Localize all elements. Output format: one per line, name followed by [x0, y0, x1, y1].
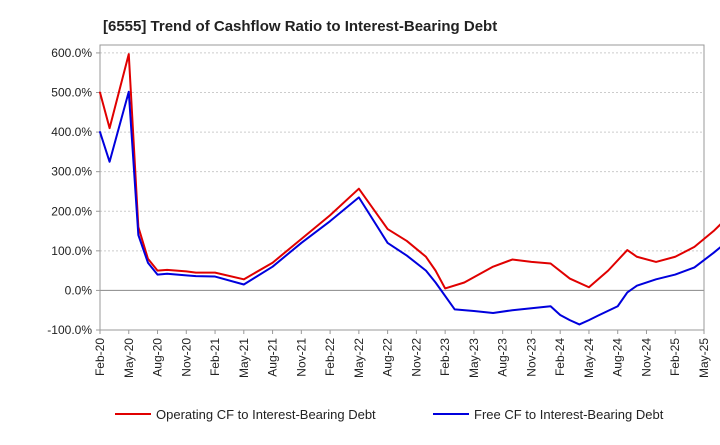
x-tick-label: Feb-24 [553, 338, 567, 376]
x-tick-label: May-20 [122, 338, 136, 378]
gridlines [100, 52, 704, 331]
legend-label: Free CF to Interest-Bearing Debt [474, 407, 664, 422]
x-tick-label: Feb-22 [323, 338, 337, 376]
x-tick-label: Feb-23 [438, 338, 452, 376]
x-tick-label: Aug-22 [381, 338, 395, 377]
x-tick-label: Feb-20 [93, 338, 107, 376]
y-tick-label: 100.0% [51, 244, 92, 258]
x-tick-label: May-23 [467, 338, 481, 378]
x-tick-label: Aug-23 [496, 338, 510, 377]
x-tick-label: Nov-20 [179, 338, 193, 377]
x-tick-label: May-25 [697, 338, 711, 378]
x-tick-label: Aug-20 [151, 338, 165, 377]
x-tick-label: Feb-21 [208, 338, 222, 376]
axes: 600.0% 500.0% 400.0% 300.0% 200.0% 100.0% 0.0%… [47, 44, 711, 378]
y-tick-label: 600.0% [51, 46, 92, 60]
y-tick-label: 200.0% [51, 204, 92, 218]
x-tick-label: Feb-25 [668, 338, 682, 376]
x-tick-label: May-22 [352, 338, 366, 378]
y-tick-label: 400.0% [51, 125, 92, 139]
series-line-1 [99, 53, 720, 290]
x-tick-label: Aug-21 [266, 338, 280, 377]
x-tick-label: May-21 [237, 338, 251, 378]
y-tick-label: 500.0% [51, 86, 92, 100]
x-tick-label: Nov-22 [409, 338, 423, 377]
x-tick-label: May-24 [582, 338, 596, 378]
x-tick-label: Aug-24 [611, 338, 625, 377]
y-tick-label: -100.0% [47, 323, 92, 337]
x-tick-label: Nov-24 [639, 338, 653, 377]
series-line-2 [99, 90, 720, 326]
legend-label: Operating CF to Interest-Bearing Debt [156, 407, 376, 422]
chart-title: [6555] Trend of Cashflow Ratio to Intere… [103, 18, 497, 35]
plot-frame [99, 44, 705, 331]
y-tick-label: 0.0% [65, 283, 93, 297]
legend: Operating CF to Interest-Bearing Debt Fre… [115, 407, 664, 422]
x-tick-label: Nov-23 [524, 338, 538, 377]
series-lines [99, 53, 720, 326]
x-tick-label: Nov-21 [294, 338, 308, 377]
y-tick-label: 300.0% [51, 165, 92, 179]
